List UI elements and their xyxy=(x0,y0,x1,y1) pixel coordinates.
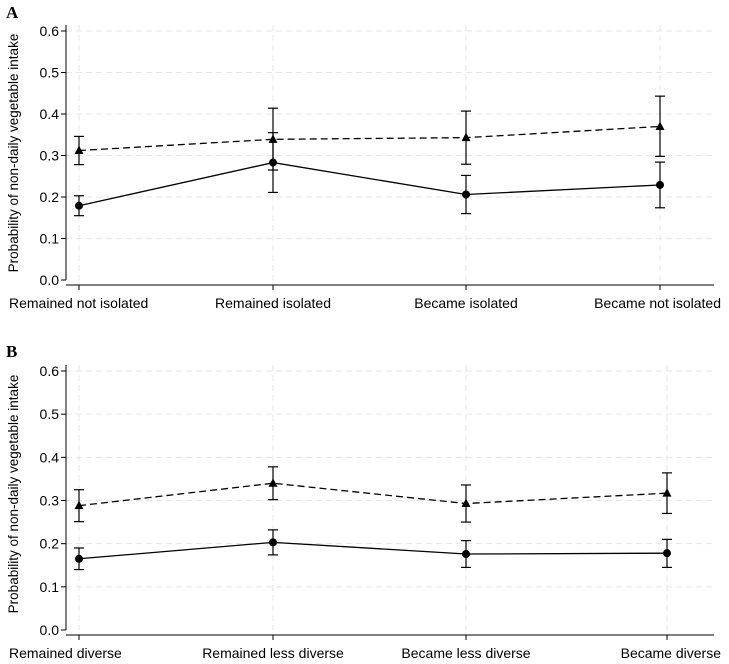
panel-b-solid-circle-point xyxy=(75,554,83,563)
panel-b-dashed-triangle-point xyxy=(74,500,84,510)
panel-a-y-tick-label: 0.6 xyxy=(40,23,60,39)
panel-b-y-axis-label: Probability of non-daily vegetable intak… xyxy=(6,375,21,614)
panel-b-solid-circle-point xyxy=(663,549,671,558)
panel-a-y-tick-label: 0.2 xyxy=(40,189,60,205)
panel-a-dashed-triangle-point xyxy=(655,121,665,130)
panel-b-x-tick-label: Became diverse xyxy=(621,645,722,661)
panel-b-x-tick-label: Became less diverse xyxy=(401,645,530,661)
panel-b-y-tick-label: 0.5 xyxy=(40,406,60,422)
panel-a-y-axis-label: Probability of non-daily vegetable intak… xyxy=(6,34,21,273)
panel-b-y-tick-label: 0.6 xyxy=(40,363,60,379)
panel-b-series-solid-circle-line xyxy=(78,541,668,560)
panel-b-x-tick-label: Remained diverse xyxy=(9,645,122,661)
panel-b-letter: B xyxy=(6,342,17,361)
panel-b-y-tick-label: 0.3 xyxy=(40,493,60,509)
panel-a-y-tick-label: 0.5 xyxy=(40,65,60,81)
panel-a-x-tick-label: Remained not isolated xyxy=(9,295,148,311)
panel-a-x-tick-label: Became not isolated xyxy=(594,295,721,311)
panel-b-x-tick-label: Remained less diverse xyxy=(202,645,344,661)
panel-a-y-tick-label: 0.0 xyxy=(40,272,60,288)
panel-a-x-tick-label: Became isolated xyxy=(414,295,518,311)
panel-a-series-solid-circle-line xyxy=(78,161,661,207)
panel-b-dashed-triangle-point xyxy=(461,498,471,508)
panel-a-letter: A xyxy=(6,3,19,22)
panel-a-dashed-triangle-point xyxy=(74,145,84,155)
panel-b-solid-circle-point xyxy=(269,538,277,547)
panel-a: A Probability of non-daily vegetable int… xyxy=(6,3,721,311)
panel-a-series-dashed-triangle-line xyxy=(78,125,661,152)
panel-b-y-tick-label: 0.4 xyxy=(40,449,60,465)
panel-a-solid-circle-point xyxy=(75,201,83,210)
panel-a-y-tick-label: 0.3 xyxy=(40,148,60,164)
panel-b-solid-circle-point xyxy=(462,550,470,559)
panel-a-x-tick-label: Remained isolated xyxy=(215,295,331,311)
panel-a-y-tick-label: 0.1 xyxy=(40,231,60,247)
panel-b-dashed-triangle-point xyxy=(662,488,672,497)
panel-b-y-tick-label: 0.2 xyxy=(40,536,60,552)
panel-b: B Probability of non-daily vegetable int… xyxy=(6,342,721,661)
panel-b-dashed-triangle-point xyxy=(268,478,278,487)
panel-a-solid-circle-point xyxy=(462,190,470,199)
panel-b-y-tick-label: 0.1 xyxy=(40,579,60,595)
panel-a-y-tick-label: 0.4 xyxy=(40,106,60,122)
panel-a-solid-circle-point xyxy=(656,180,664,189)
panel-a-solid-circle-point xyxy=(269,158,277,167)
panel-b-series-dashed-triangle-line xyxy=(78,482,668,507)
panel-a-dashed-triangle-point xyxy=(461,132,471,142)
panel-b-y-tick-label: 0.0 xyxy=(40,622,60,638)
